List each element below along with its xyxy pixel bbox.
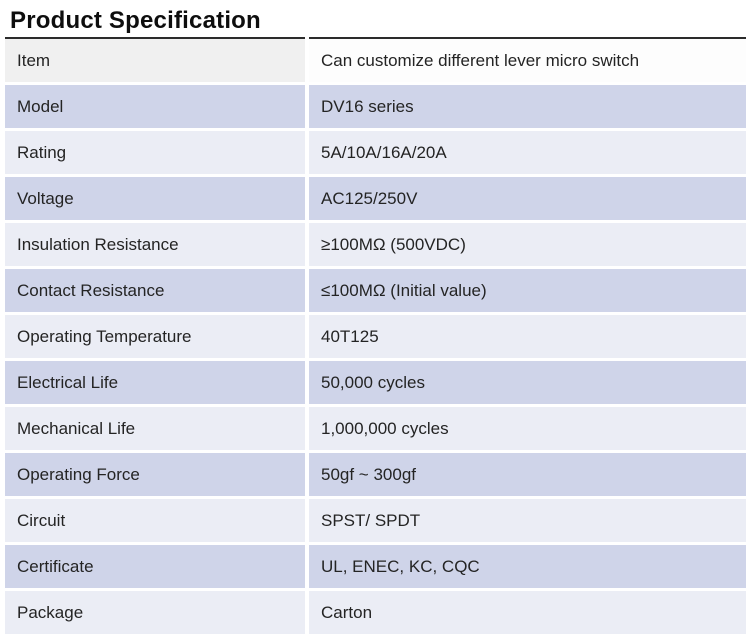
spec-label-cell: Circuit (5, 499, 305, 542)
spec-label-cell: Operating Force (5, 453, 305, 496)
spec-value-cell: 50gf ~ 300gf (309, 453, 746, 496)
spec-label-cell: Electrical Life (5, 361, 305, 404)
spec-label-cell: Package (5, 591, 305, 634)
spec-value-cell: Can customize different lever micro swit… (309, 37, 746, 82)
spec-value-cell: UL, ENEC, KC, CQC (309, 545, 746, 588)
spec-label-cell: Operating Temperature (5, 315, 305, 358)
spec-label-cell: Certificate (5, 545, 305, 588)
spec-value-cell: Carton (309, 591, 746, 634)
spec-value-cell: DV16 series (309, 85, 746, 128)
page-title: Product Specification (10, 7, 261, 34)
spec-label-cell: Model (5, 85, 305, 128)
spec-value-cell: 40T125 (309, 315, 746, 358)
spec-value-cell: ≥100MΩ (500VDC) (309, 223, 746, 266)
spec-value-cell: ≤100MΩ (Initial value) (309, 269, 746, 312)
spec-value-cell: 5A/10A/16A/20A (309, 131, 746, 174)
spec-label-cell: Voltage (5, 177, 305, 220)
product-spec-table: Item Can customize different lever micro… (5, 37, 746, 634)
spec-label-cell: Item (5, 37, 305, 82)
spec-label-cell: Insulation Resistance (5, 223, 305, 266)
spec-label-cell: Mechanical Life (5, 407, 305, 450)
spec-value-cell: 1,000,000 cycles (309, 407, 746, 450)
spec-value-cell: 50,000 cycles (309, 361, 746, 404)
spec-label-cell: Rating (5, 131, 305, 174)
spec-label-cell: Contact Resistance (5, 269, 305, 312)
spec-value-cell: SPST/ SPDT (309, 499, 746, 542)
spec-value-cell: AC125/250V (309, 177, 746, 220)
